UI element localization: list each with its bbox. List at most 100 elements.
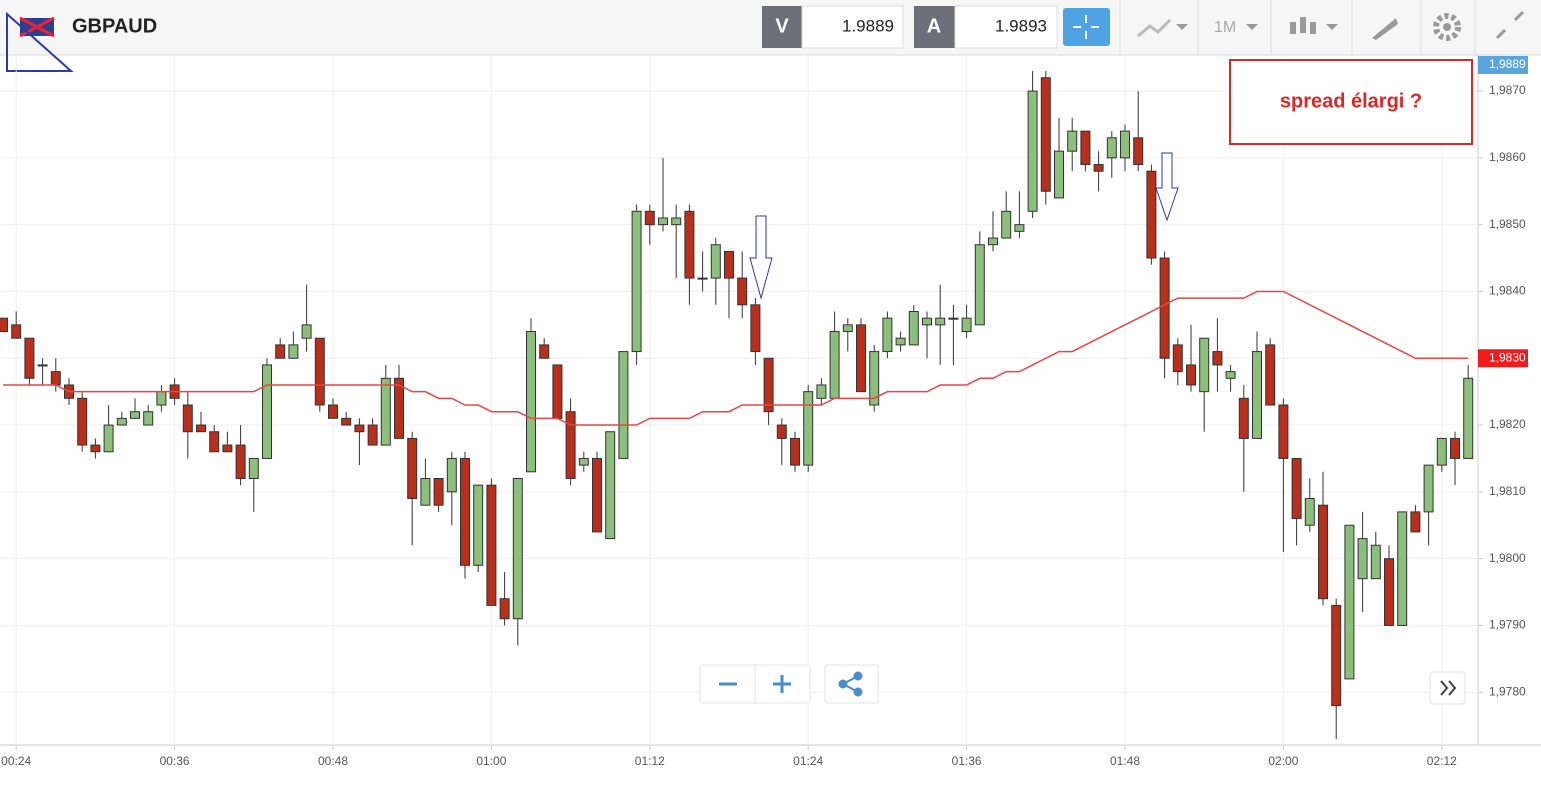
candle-body (275, 344, 286, 359)
candle-body (1318, 504, 1328, 600)
bid-box[interactable] (801, 5, 904, 49)
candle-body (895, 337, 906, 346)
scroll-icon (1440, 680, 1449, 696)
candle-body (803, 391, 814, 466)
candle-body (552, 364, 563, 419)
y-tick-label: 1,9860 (1489, 150, 1526, 164)
candle-body (1225, 371, 1236, 379)
toolbar-separators (1119, 0, 1476, 55)
candle-body (460, 457, 470, 566)
crosshair-icon (1073, 15, 1099, 39)
x-tick-label: 01:00 (476, 754, 506, 768)
candle-body (301, 324, 312, 339)
candle-body (1133, 137, 1144, 166)
y-tick-label: 1,9820 (1489, 417, 1526, 431)
crosshair-button[interactable] (1063, 8, 1110, 46)
drawn-arrow (1155, 152, 1179, 222)
candle-body (288, 344, 299, 359)
annotation-box (1229, 59, 1473, 145)
candle-body (724, 250, 734, 279)
candle-body (262, 364, 272, 459)
candle-body (130, 411, 140, 419)
candle-body (869, 351, 880, 406)
candle-body (1067, 130, 1078, 152)
price-tag (1478, 349, 1528, 368)
x-tick-label: 01:12 (635, 754, 665, 768)
candle-body (842, 324, 853, 333)
y-tick-label: 1,9810 (1489, 484, 1526, 498)
candle-body (156, 391, 167, 406)
symbol: GBPAUD (72, 15, 157, 37)
settings-icon[interactable] (1433, 13, 1461, 41)
candle-body (961, 317, 972, 333)
candle-body (314, 337, 325, 406)
candle-body (1093, 164, 1104, 172)
candle-body (1397, 511, 1408, 626)
candle-body (1436, 437, 1447, 466)
share-icon (838, 671, 863, 697)
candle-body (658, 217, 668, 226)
candle-body (1159, 257, 1170, 359)
candle-body (1423, 464, 1434, 513)
candle-body (1027, 90, 1038, 212)
annotation: spread élargi ? (1280, 90, 1422, 112)
candle-body (420, 477, 431, 506)
timeframe[interactable]: 1M (1214, 19, 1236, 36)
y-tick-label: 1,9800 (1489, 551, 1526, 565)
candle-body (1291, 457, 1302, 520)
candle-body (697, 277, 708, 280)
candle-body (776, 424, 787, 439)
bid-label-box (762, 6, 802, 48)
candle-body (143, 411, 154, 426)
candle-body (11, 324, 22, 339)
y-tick-label: 1,9840 (1489, 284, 1526, 298)
price-tag (1478, 56, 1528, 74)
candle-body (182, 404, 193, 433)
collapse-icon[interactable] (1495, 10, 1525, 40)
candle-body (209, 431, 220, 453)
x-tick-label: 02:12 (1427, 754, 1457, 768)
candle-body (539, 344, 550, 359)
candle-body (394, 377, 404, 439)
chart-type-icon[interactable] (1137, 18, 1172, 38)
x-tick-label: 01:24 (793, 754, 823, 768)
y-tick-label: 1,9850 (1489, 217, 1526, 231)
share-button[interactable] (824, 664, 879, 704)
candle-icon[interactable] (1290, 17, 1316, 34)
candle-body (684, 210, 695, 279)
ask-box[interactable] (954, 5, 1058, 49)
candle-body (1172, 344, 1183, 373)
candle-body (935, 317, 946, 326)
bid-label: V (775, 15, 789, 37)
candle-body (1106, 137, 1117, 159)
candle-body (1186, 364, 1196, 386)
moving-average (3, 290, 1469, 426)
dropdown-caret (1326, 24, 1338, 30)
candle-body (103, 424, 114, 453)
flag-icon (19, 16, 55, 38)
draw-icon[interactable] (1372, 18, 1398, 40)
candle-body (644, 210, 655, 226)
candle-body (328, 404, 338, 419)
candle-body (1370, 544, 1381, 580)
candle-body (750, 304, 761, 353)
candle-body (922, 317, 932, 326)
plot-area: 1,9780 1,9790 1,9800 1,9810 1,9820 1,9830 1,98… (0, 55, 1526, 768)
candle-body (1304, 498, 1315, 526)
candle-body (90, 444, 101, 453)
candle-body (1054, 150, 1064, 199)
candle-body (380, 377, 391, 446)
candle-body (77, 397, 88, 446)
candle-body (1001, 210, 1012, 239)
x-tick-label: 01:48 (1110, 754, 1140, 768)
ask-price: 1.9893 (995, 16, 1047, 35)
candle-body (499, 598, 510, 620)
candle-body (433, 477, 444, 506)
zoom-in-button[interactable] (773, 675, 791, 693)
drawn-triangle (6, 11, 74, 72)
candle-body (1384, 558, 1394, 626)
x-tick-label: 00:36 (160, 754, 190, 768)
candle-body (710, 244, 721, 279)
y-tick-label: 1,9870 (1489, 83, 1526, 97)
